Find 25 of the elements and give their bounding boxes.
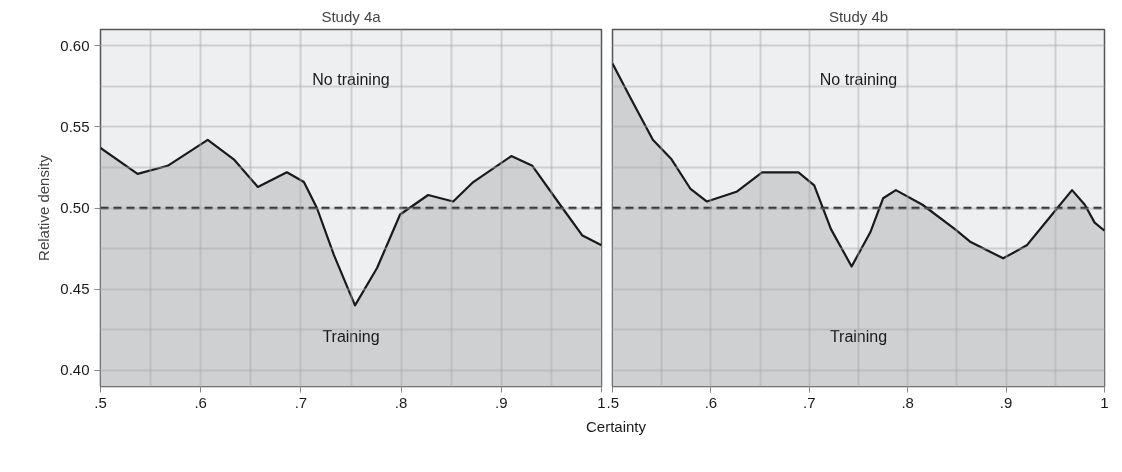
x-tick-label: .7 <box>294 393 308 411</box>
x-tick-label: .6 <box>704 393 718 411</box>
x-tick-label: 1 <box>1100 393 1109 411</box>
x-tick-label: .9 <box>495 393 508 411</box>
annotation: Training <box>322 328 380 346</box>
y-tick-label: 0.50 <box>60 199 90 216</box>
y-tick-label: 0.60 <box>60 36 90 54</box>
annotation: Training <box>829 328 888 346</box>
x-tick-label: .8 <box>901 393 914 411</box>
x-tick-label: .9 <box>999 393 1013 411</box>
y-tick-label: 0.40 <box>60 361 90 379</box>
x-tick-label: .8 <box>394 393 408 411</box>
y-axis-title: Relative density <box>35 154 53 261</box>
x-tick-label: .5 <box>94 393 107 411</box>
chart-title: Study 4b <box>828 7 889 25</box>
x-tick-label: 1 <box>597 393 606 411</box>
x-tick-label: .5 <box>606 393 620 411</box>
chart-title: Study 4a <box>321 7 382 25</box>
y-tick-label: 0.45 <box>60 280 90 298</box>
annotation: No training <box>819 70 898 88</box>
annotation: No training <box>312 70 390 88</box>
y-tick-label: 0.55 <box>60 117 90 135</box>
x-tick-label: .6 <box>194 393 207 411</box>
x-tick-label: .7 <box>803 393 816 411</box>
x-axis-title: Certainty <box>585 417 647 437</box>
